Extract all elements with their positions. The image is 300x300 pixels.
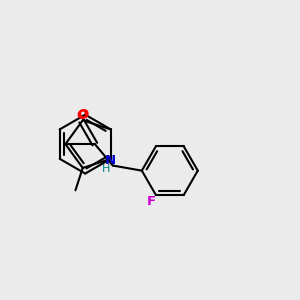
Text: N: N: [105, 154, 116, 167]
Text: H: H: [102, 164, 110, 174]
Text: F: F: [147, 195, 156, 208]
Text: O: O: [77, 109, 88, 122]
Text: O: O: [76, 110, 87, 122]
